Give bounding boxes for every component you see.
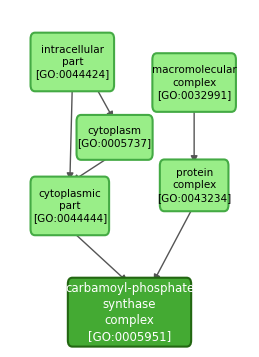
FancyBboxPatch shape bbox=[31, 177, 109, 235]
Text: intracellular
part
[GO:0044424]: intracellular part [GO:0044424] bbox=[35, 45, 110, 79]
Text: macromolecular
complex
[GO:0032991]: macromolecular complex [GO:0032991] bbox=[152, 65, 236, 100]
Text: cytoplasm
[GO:0005737]: cytoplasm [GO:0005737] bbox=[77, 126, 152, 149]
FancyBboxPatch shape bbox=[68, 278, 191, 347]
Text: carbamoyl-phosphate
synthase
complex
[GO:0005951]: carbamoyl-phosphate synthase complex [GO… bbox=[65, 282, 194, 343]
Text: protein
complex
[GO:0043234]: protein complex [GO:0043234] bbox=[157, 168, 231, 203]
FancyBboxPatch shape bbox=[160, 160, 228, 211]
FancyBboxPatch shape bbox=[77, 115, 153, 160]
Text: cytoplasmic
part
[GO:0044444]: cytoplasmic part [GO:0044444] bbox=[33, 188, 107, 223]
FancyBboxPatch shape bbox=[31, 33, 114, 91]
FancyBboxPatch shape bbox=[152, 53, 236, 112]
